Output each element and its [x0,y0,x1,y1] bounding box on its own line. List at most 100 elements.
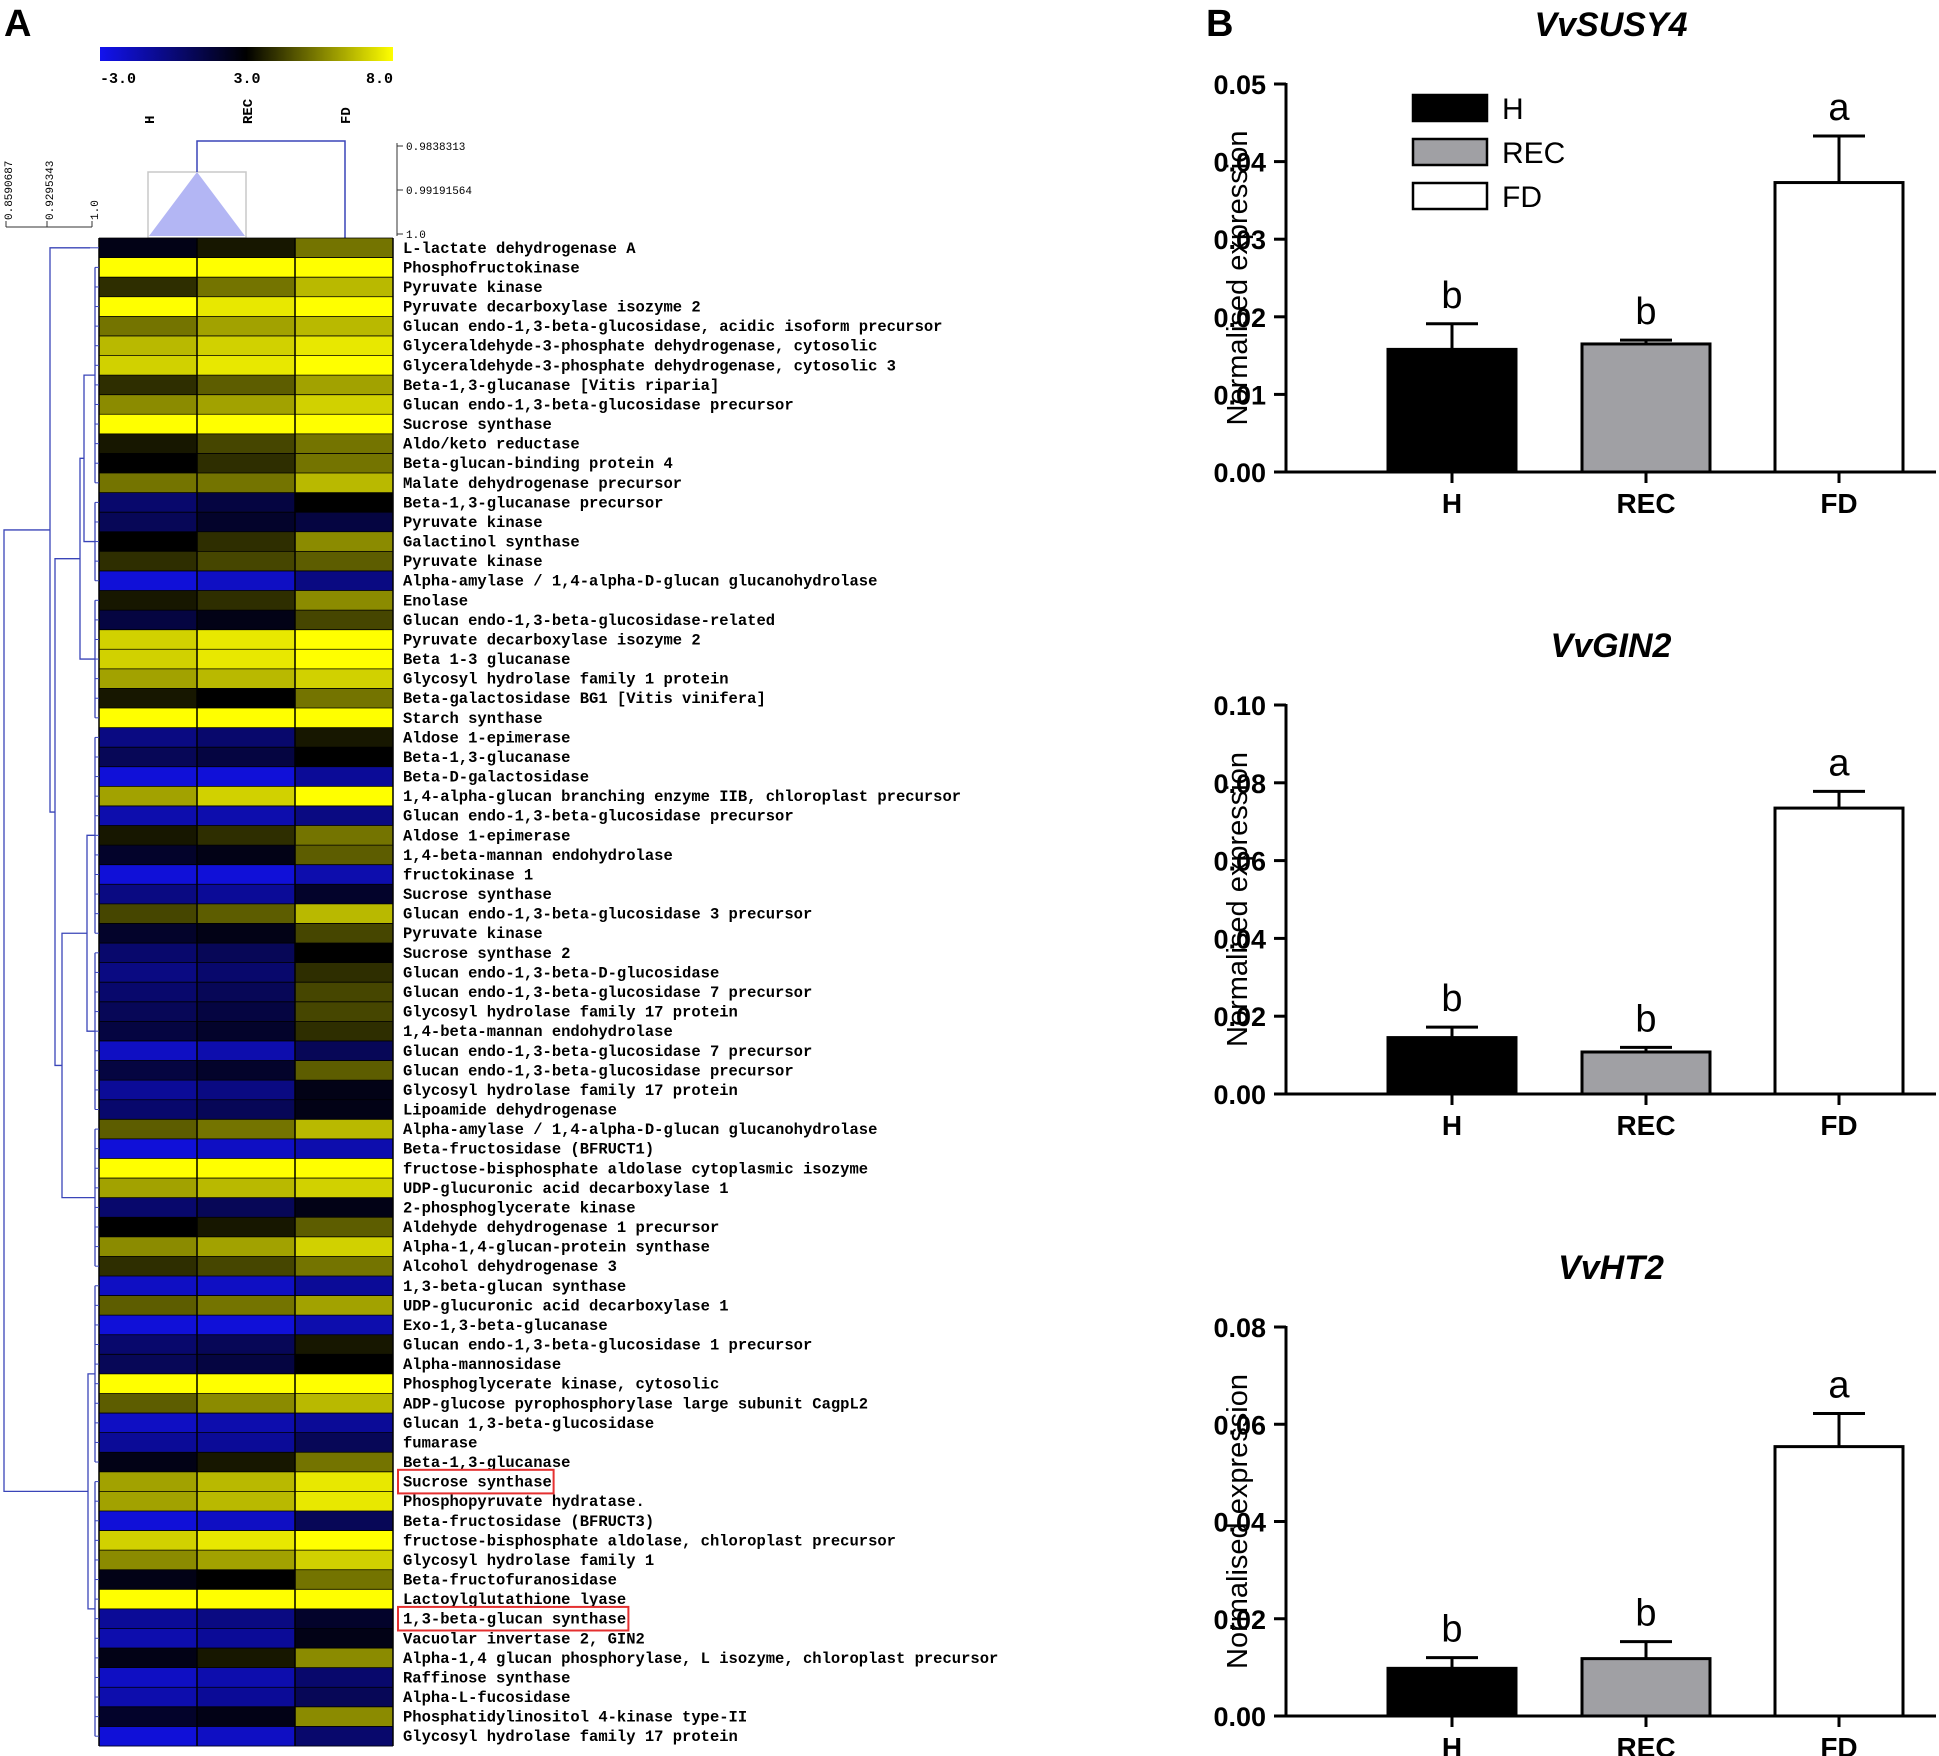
heatmap-row-label: Alpha-1,4-glucan-protein synthase [403,1239,710,1257]
y-tick-label: 0.04 [1213,1508,1266,1538]
heatmap-cell [99,1569,197,1590]
heatmap-cell [295,1138,393,1159]
heatmap-cell [197,414,295,435]
heatmap-cell [197,316,295,337]
heatmap-cell [99,1178,197,1199]
heatmap-cell [99,277,197,298]
heatmap-cell [295,1275,393,1296]
heatmap-cell [197,805,295,826]
heatmap-row-label: UDP-glucuronic acid decarboxylase 1 [403,1297,729,1315]
heatmap-cell [99,884,197,905]
y-axis-label: Normalised expression [1222,131,1254,426]
heatmap-cell [197,1530,295,1551]
heatmap-cell [197,727,295,748]
heatmap-cell [197,1256,295,1277]
heatmap-cell [197,1608,295,1629]
heatmap-cell [295,1413,393,1434]
y-tick-label: 0.06 [1213,847,1266,877]
heatmap-cell [295,708,393,729]
heatmap-cell [295,277,393,298]
significance-label: b [1441,978,1462,1020]
heatmap-cell [295,1217,393,1238]
heatmap-row-label: Glucan endo-1,3-beta-glucosidase 7 precu… [403,1043,812,1061]
heatmap-cell [99,1295,197,1316]
heatmap-cell [295,825,393,846]
x-tick-label: REC [1616,1732,1675,1756]
heatmap-row-label: Glucan endo-1,3-beta-glucosidase 3 precu… [403,906,812,924]
heatmap-cell [197,1217,295,1238]
row-tree-tick-label: 0.8590687 [4,161,16,220]
significance-label: b [1441,1609,1462,1651]
row-dendro-branch [3,529,88,1493]
heatmap-cell [197,1354,295,1375]
y-tick-label: 0.00 [1213,1702,1266,1732]
heatmap-cell [295,786,393,807]
heatmap-cell [197,375,295,396]
heatmap-cell [99,1099,197,1120]
y-tick-label: 0.10 [1213,691,1266,721]
heatmap-row-label: Beta-fructosidase (BFRUCT1) [403,1141,654,1159]
heatmap-cell [99,238,197,258]
heatmap-cell [295,433,393,454]
significance-label: b [1635,1593,1656,1635]
heatmap-cell [295,1589,393,1610]
heatmap-cell [99,1158,197,1179]
heatmap-cell [295,531,393,552]
heatmap-cell [99,1354,197,1375]
heatmap-row-label: fructose-bisphosphate aldolase, chloropl… [403,1532,896,1550]
heatmap-cell [197,668,295,689]
heatmap-cell [295,629,393,650]
heatmap-cell [99,492,197,513]
heatmap-cell [99,257,197,278]
heatmap-cell [197,531,295,552]
y-tick-label: 0.05 [1213,70,1266,100]
highlight-box [397,1468,555,1495]
heatmap-cell [197,1667,295,1688]
heatmap-row-label: Pyruvate decarboxylase isozyme 2 [403,631,701,649]
heatmap-cell [197,884,295,905]
heatmap-cell [295,1452,393,1473]
heatmap-cell [295,1491,393,1512]
heatmap-row-label: Raffinose synthase [403,1669,570,1687]
heatmap-row-label: Sucrose synthase [403,416,552,434]
heatmap-cell [99,1706,197,1727]
col-dendro-branch [196,140,346,238]
heatmap-cell [99,923,197,944]
y-tick-label: 0.02 [1213,1605,1266,1635]
heatmap-row-label: Pyruvate kinase [403,279,543,297]
row-tree-tick-label: 1.0 [90,200,102,220]
row-tree-tick-label: 0.9295343 [45,161,57,220]
heatmap-cell [99,805,197,826]
heatmap-cell [197,825,295,846]
panel-a-label: A [4,3,31,45]
heatmap-cell [197,238,295,258]
heatmap-row-label: Galactinol synthase [403,534,580,552]
heatmap-cell [99,708,197,729]
heatmap-cell [295,1648,393,1669]
heatmap-cell [295,610,393,631]
heatmap-row-label: Alpha-amylase / 1,4-alpha-D-glucan gluca… [403,573,877,591]
heatmap-cell [197,1510,295,1531]
heatmap-cell [295,1334,393,1355]
heatmap-cell [99,1256,197,1277]
heatmap-cell [99,1608,197,1629]
heatmap-cell [99,1080,197,1101]
heatmap-row-label: Glyceraldehyde-3-phosphate dehydrogenase… [403,357,896,375]
heatmap-cell [99,433,197,454]
heatmap-row-label: Glucan endo-1,3-beta-glucosidase 7 precu… [403,984,812,1002]
heatmap-cell [295,1706,393,1727]
heatmap-cell [295,649,393,670]
y-tick-label: 0.08 [1213,1313,1266,1343]
heatmap-cell [197,1432,295,1453]
heatmap-row-label: Aldose 1-epimerase [403,827,570,845]
heatmap-cell [295,335,393,356]
heatmap-row-label: Pyruvate kinase [403,514,543,532]
heatmap-cell [295,1354,393,1375]
heatmap-cell [295,864,393,885]
heatmap-cell [197,335,295,356]
heatmap-cell [197,962,295,983]
heatmap-cell [197,473,295,493]
heatmap-row-label: 1,3-beta-glucan synthase [403,1611,626,1629]
heatmap-cell [197,1569,295,1590]
heatmap-cell [197,1393,295,1414]
